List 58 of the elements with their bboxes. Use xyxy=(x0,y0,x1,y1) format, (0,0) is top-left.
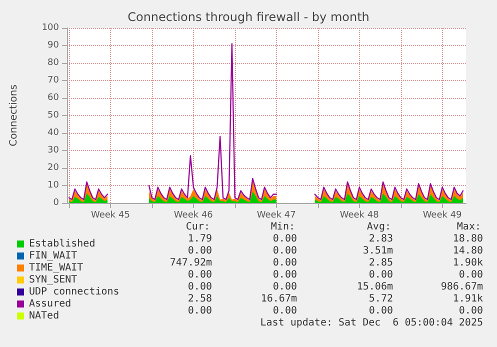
text: 986.67m xyxy=(440,282,483,292)
x-tick-label: Week 48 xyxy=(340,210,380,220)
y-tick-label: 20 xyxy=(48,163,60,173)
y-tick-label: 90 xyxy=(48,40,60,50)
y-tick-label: 80 xyxy=(48,58,60,68)
text: Min: xyxy=(270,222,295,232)
text: 15.06m xyxy=(356,282,393,292)
y-tick-label: 40 xyxy=(48,128,60,138)
y-tick-label: 60 xyxy=(48,93,60,103)
x-tick-label: Week 46 xyxy=(174,210,214,220)
y-tick-label: 0 xyxy=(53,198,60,208)
y-tick-label: 100 xyxy=(42,23,60,33)
text: 5.72 xyxy=(368,294,393,304)
text: 0.00 xyxy=(458,270,483,280)
text: 0.00 xyxy=(272,246,297,256)
text: 0.00 xyxy=(272,258,297,268)
text: Last update: Sat Dec 6 05:00:04 2025 xyxy=(260,318,483,328)
text: 0.00 xyxy=(272,306,297,316)
x-tick-label: Week 45 xyxy=(90,210,130,220)
text: 0.00 xyxy=(458,306,483,316)
legend-label: FIN_WAIT xyxy=(29,250,78,262)
text: 0.00 xyxy=(188,270,212,280)
text: 0.00 xyxy=(272,282,297,292)
text: 18.80 xyxy=(452,234,483,244)
text: 1.91k xyxy=(452,294,483,304)
y-tick-label: 50 xyxy=(48,110,60,120)
legend-label: TIME_WAIT xyxy=(29,262,84,274)
x-tick-label: Week 49 xyxy=(422,210,462,220)
y-tick-label: 30 xyxy=(48,146,60,156)
text: 0.00 xyxy=(368,270,393,280)
y-tick-label: 70 xyxy=(48,76,60,86)
x-tick-label: Week 47 xyxy=(256,210,296,220)
text: Max: xyxy=(456,222,481,232)
legend-label: NATed xyxy=(29,310,60,322)
text: 0.00 xyxy=(272,270,297,280)
legend-label: UDP connections xyxy=(29,286,120,298)
text: Cur: xyxy=(186,222,210,232)
chart-title: Connections through firewall - by month xyxy=(128,10,370,24)
text: Avg: xyxy=(366,222,391,232)
text: 747.92m xyxy=(170,258,212,268)
text: 0.00 xyxy=(188,306,212,316)
text: 0.00 xyxy=(368,306,393,316)
text: 14.80 xyxy=(452,246,483,256)
text: 3.51m xyxy=(362,246,393,256)
text: 0.00 xyxy=(272,234,297,244)
text: 16.67m xyxy=(260,294,297,304)
text: 1.90k xyxy=(452,258,483,268)
text: 0.00 xyxy=(188,282,212,292)
text: 2.58 xyxy=(188,294,212,304)
text: 1.79 xyxy=(188,234,212,244)
y-tick-label: 10 xyxy=(48,180,60,190)
text: 0.00 xyxy=(188,246,212,256)
legend-label: SYN_SENT xyxy=(29,274,78,286)
text: 2.83 xyxy=(368,234,393,244)
text: 2.85 xyxy=(368,258,393,268)
y-axis-title: Connections xyxy=(8,84,20,146)
legend-label: Assured xyxy=(29,298,72,310)
legend-label: Established xyxy=(29,238,96,250)
